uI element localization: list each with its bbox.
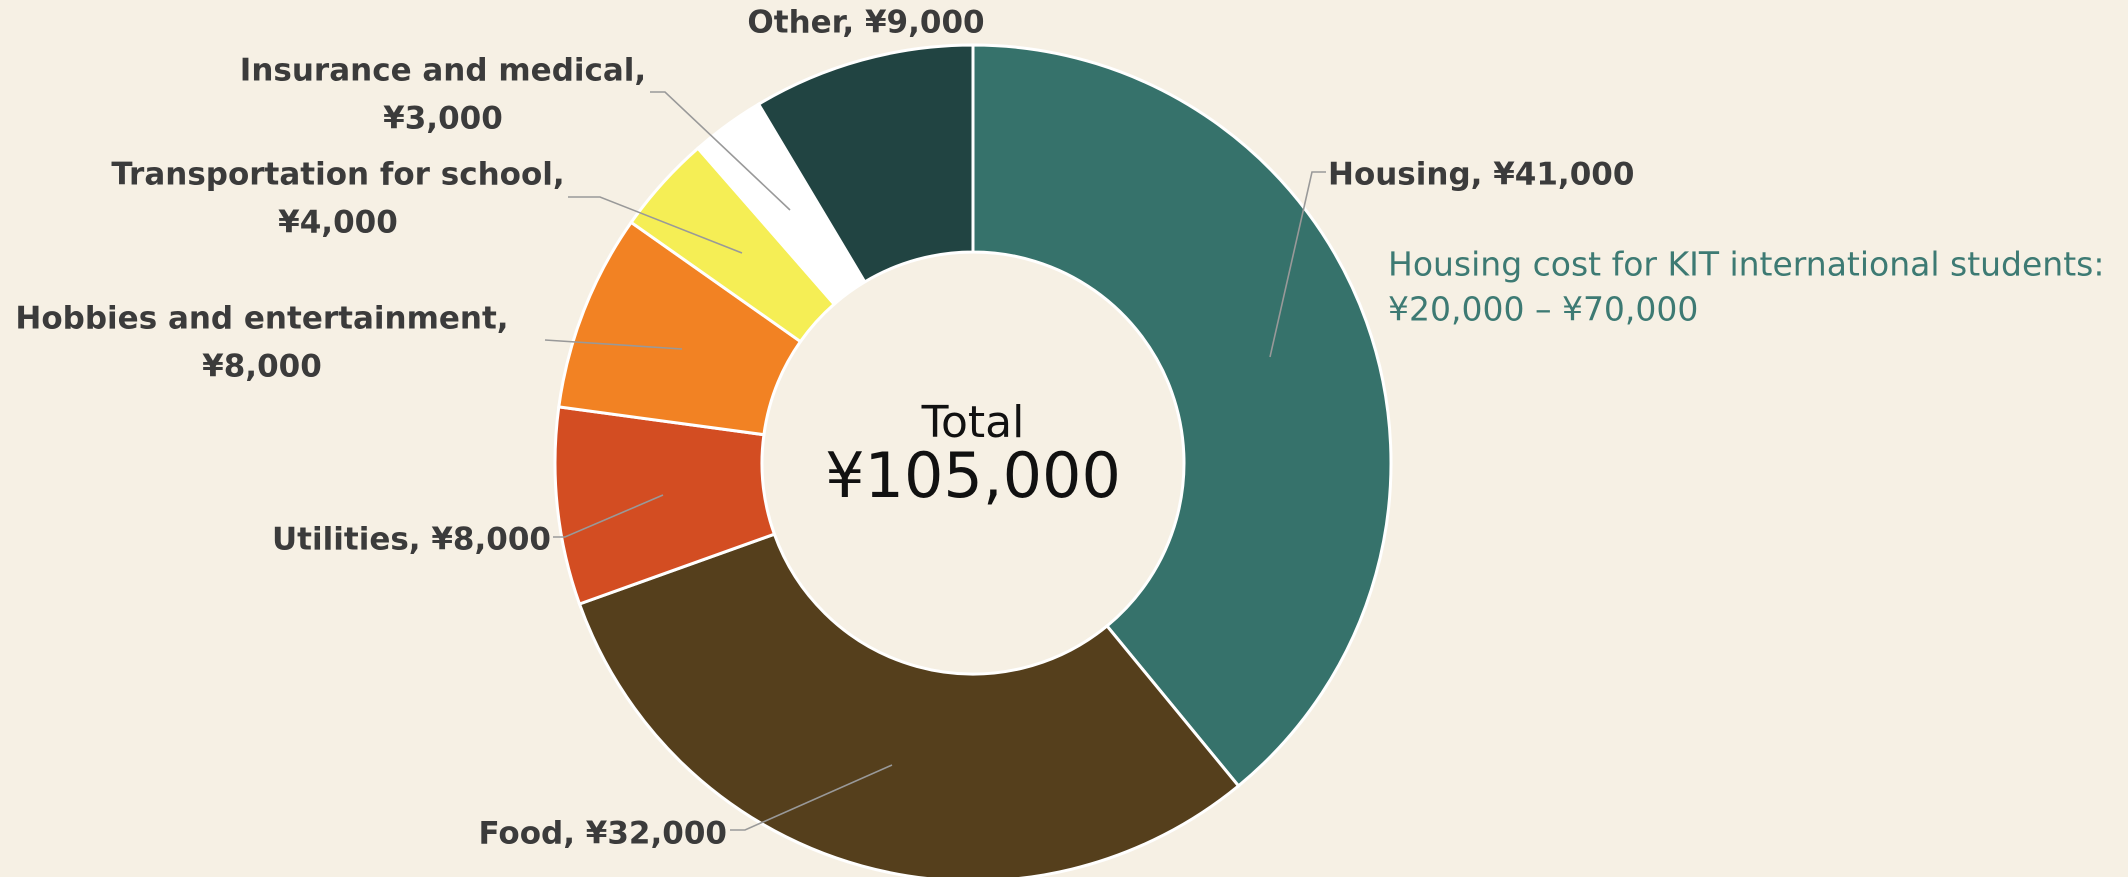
data-label: Other, ¥9,000 — [747, 5, 984, 41]
data-label: Housing, ¥41,000 — [1328, 157, 1634, 193]
leader-line — [730, 764, 893, 831]
data-label: Utilities, ¥8,000 — [272, 522, 551, 558]
data-label: Food, ¥32,000 — [479, 816, 727, 852]
leader-line — [650, 91, 791, 211]
annotation: Housing cost for KIT international stude… — [1388, 245, 2104, 284]
leader-line — [568, 196, 743, 254]
data-label: Hobbies and entertainment, — [15, 301, 508, 337]
leader-line — [1269, 171, 1326, 358]
leader-line — [553, 494, 664, 538]
data-label: Insurance and medical, — [240, 53, 646, 89]
center-value: ¥105,000 — [825, 439, 1121, 512]
data-label: ¥3,000 — [383, 101, 503, 137]
data-label: Transportation for school, — [111, 157, 564, 193]
annotation: ¥20,000 – ¥70,000 — [1388, 290, 1698, 329]
slice — [756, 43, 975, 284]
data-label: ¥8,000 — [202, 349, 322, 385]
slice — [971, 43, 1393, 788]
slices — [553, 43, 1393, 877]
labels: Housing, ¥41,000 Food, ¥32,000 Utilities, … — [15, 5, 1634, 852]
leader-line — [544, 339, 683, 350]
center-title: Total — [921, 397, 1025, 448]
data-label: ¥4,000 — [278, 205, 398, 241]
